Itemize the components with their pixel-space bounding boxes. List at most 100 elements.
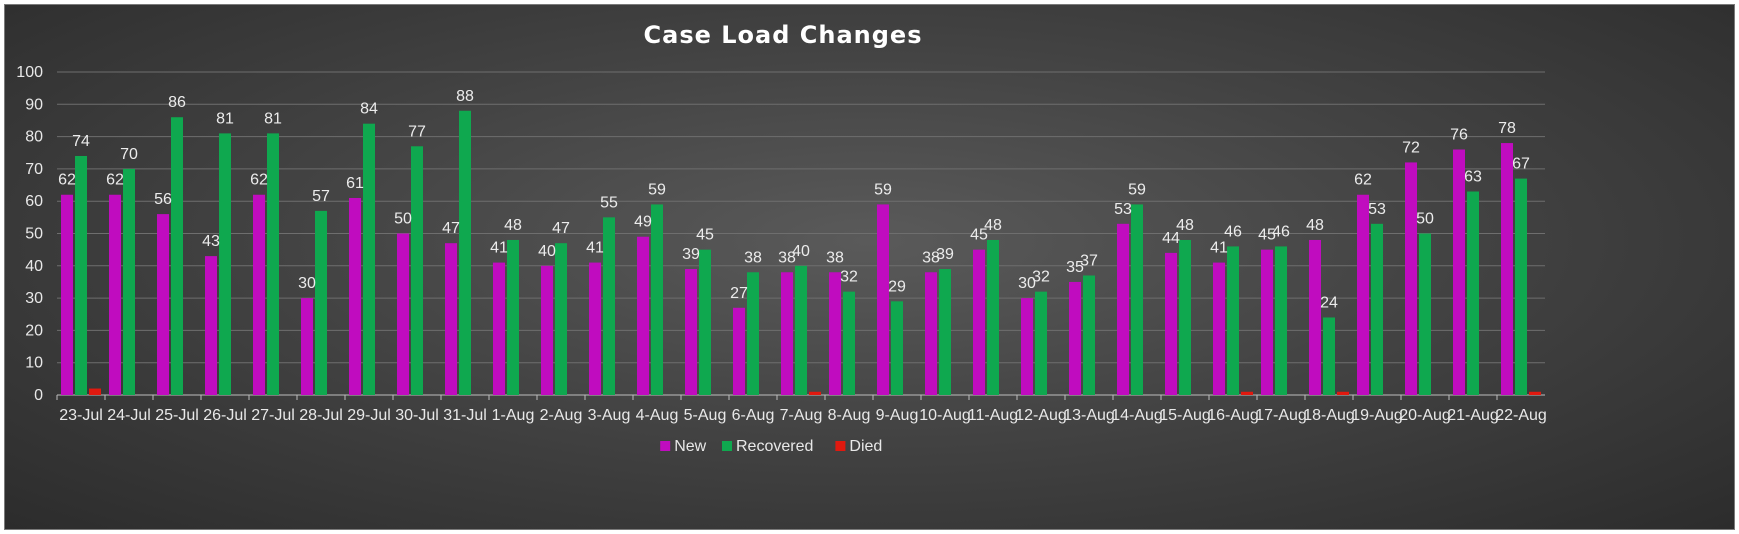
data-label-recovered: 81	[216, 110, 234, 127]
bar-new-24-Jul	[109, 194, 121, 395]
bar-new-7-Aug	[781, 272, 793, 395]
data-label-new: 39	[682, 246, 700, 263]
x-axis-ticks: 23-Jul 24-Jul 25-Jul 26-Jul 27-Jul 28-Jul 29-J…	[56, 395, 1547, 424]
bar-recovered-13-Aug	[1083, 275, 1095, 395]
data-label-recovered: 46	[1224, 223, 1242, 240]
data-label-new: 45	[970, 227, 988, 244]
bar-new-4-Aug	[637, 236, 649, 395]
x-tick-label: 28-Jul	[299, 407, 343, 424]
x-tick-label: 20-Aug	[1399, 407, 1451, 424]
data-label-new: 48	[1306, 217, 1324, 234]
data-label-recovered: 40	[792, 243, 810, 260]
data-label-recovered: 74	[72, 133, 90, 150]
bar-recovered-22-Aug	[1515, 178, 1527, 395]
chart-area: Case Load Changes 0 10 20 30 40 50 60 70 80 90 100…	[4, 4, 1735, 530]
data-label-recovered: 70	[120, 146, 138, 163]
data-label-recovered: 46	[1272, 223, 1290, 240]
bar-recovered-1-Aug	[507, 239, 519, 395]
data-labels: 62 74 62 70 56 86 43 81 62 81 30 57 61 84 50 77 47 88 41 48…	[58, 88, 1530, 312]
x-tick-label: 14-Aug	[1111, 407, 1163, 424]
y-tick-label: 70	[25, 161, 43, 178]
y-tick-label: 50	[25, 226, 43, 243]
bar-recovered-6-Aug	[747, 272, 759, 395]
x-tick-label: 29-Jul	[347, 407, 391, 424]
data-label-new: 59	[874, 181, 892, 198]
x-tick-label: 21-Aug	[1447, 407, 1499, 424]
bar-recovered-3-Aug	[603, 217, 615, 395]
data-label-new: 40	[538, 243, 556, 260]
bar-new-22-Aug	[1501, 143, 1513, 395]
y-axis-ticks: 0 10 20 30 40 50 60 70 80 90 100	[16, 64, 43, 404]
data-label-recovered: 37	[1080, 252, 1098, 269]
data-label-recovered: 47	[552, 220, 570, 237]
data-label-new: 30	[1018, 275, 1036, 292]
data-label-recovered: 29	[888, 278, 906, 295]
data-label-new: 62	[250, 172, 268, 189]
x-tick-label: 8-Aug	[828, 407, 871, 424]
bar-new-27-Jul	[253, 194, 265, 395]
bar-recovered-12-Aug	[1035, 291, 1047, 395]
x-tick-label: 31-Jul	[443, 407, 487, 424]
x-tick-label: 11-Aug	[968, 407, 1018, 424]
bar-died-23-Jul	[89, 388, 101, 395]
y-tick-label: 20	[25, 322, 43, 339]
x-tick-label: 2-Aug	[540, 407, 583, 424]
bar-new-26-Jul	[205, 256, 217, 395]
x-tick-label: 3-Aug	[588, 407, 631, 424]
data-label-new: 45	[1258, 227, 1276, 244]
data-label-recovered: 45	[696, 227, 714, 244]
data-label-recovered: 67	[1512, 156, 1530, 173]
bar-recovered-25-Jul	[171, 117, 183, 395]
x-tick-label: 6-Aug	[732, 407, 775, 424]
bar-new-12-Aug	[1021, 298, 1033, 395]
x-tick-label: 18-Aug	[1303, 407, 1355, 424]
bar-new-21-Aug	[1453, 149, 1465, 395]
bar-new-25-Jul	[157, 214, 169, 395]
x-tick-label: 27-Jul	[251, 407, 295, 424]
legend-swatch-new	[660, 441, 671, 451]
data-label-new: 27	[730, 285, 748, 302]
bar-new-31-Jul	[445, 243, 457, 395]
data-label-recovered: 81	[264, 110, 282, 127]
data-label-recovered: 77	[408, 123, 426, 140]
bar-recovered-16-Aug	[1227, 246, 1239, 395]
data-label-recovered: 39	[936, 246, 954, 263]
data-label-recovered: 84	[360, 101, 378, 118]
x-tick-label: 26-Jul	[203, 407, 247, 424]
x-tick-label: 4-Aug	[636, 407, 679, 424]
data-label-new: 78	[1498, 120, 1516, 137]
bar-recovered-28-Jul	[315, 210, 327, 395]
y-tick-label: 100	[16, 64, 43, 81]
data-label-new: 41	[586, 240, 604, 257]
bar-recovered-18-Aug	[1323, 317, 1335, 395]
bar-new-14-Aug	[1117, 223, 1129, 395]
x-tick-label: 19-Aug	[1351, 407, 1403, 424]
x-tick-label: 22-Aug	[1495, 407, 1547, 424]
data-label-recovered: 59	[648, 181, 666, 198]
data-label-recovered: 63	[1464, 169, 1482, 186]
x-tick-label: 25-Jul	[155, 407, 199, 424]
bar-recovered-23-Jul	[75, 155, 87, 395]
y-tick-label: 80	[25, 129, 43, 146]
bar-new-19-Aug	[1357, 194, 1369, 395]
data-label-new: 62	[58, 172, 76, 189]
data-label-recovered: 86	[168, 94, 186, 111]
data-label-new: 53	[1114, 201, 1132, 218]
x-tick-label: 12-Aug	[1015, 407, 1067, 424]
chart-title: Case Load Changes	[644, 21, 923, 49]
bar-recovered-5-Aug	[699, 249, 711, 395]
data-label-new: 62	[106, 172, 124, 189]
y-tick-label: 30	[25, 290, 43, 307]
y-tick-label: 90	[25, 96, 43, 113]
data-label-new: 44	[1162, 230, 1180, 247]
data-label-recovered: 38	[744, 249, 762, 266]
data-label-recovered: 32	[840, 269, 858, 286]
bar-recovered-7-Aug	[795, 265, 807, 395]
bar-new-28-Jul	[301, 298, 313, 395]
data-label-recovered: 59	[1128, 181, 1146, 198]
data-label-new: 47	[442, 220, 460, 237]
bar-new-17-Aug	[1261, 249, 1273, 395]
data-label-new: 43	[202, 233, 220, 250]
data-label-recovered: 48	[984, 217, 1002, 234]
x-tick-label: 16-Aug	[1207, 407, 1259, 424]
